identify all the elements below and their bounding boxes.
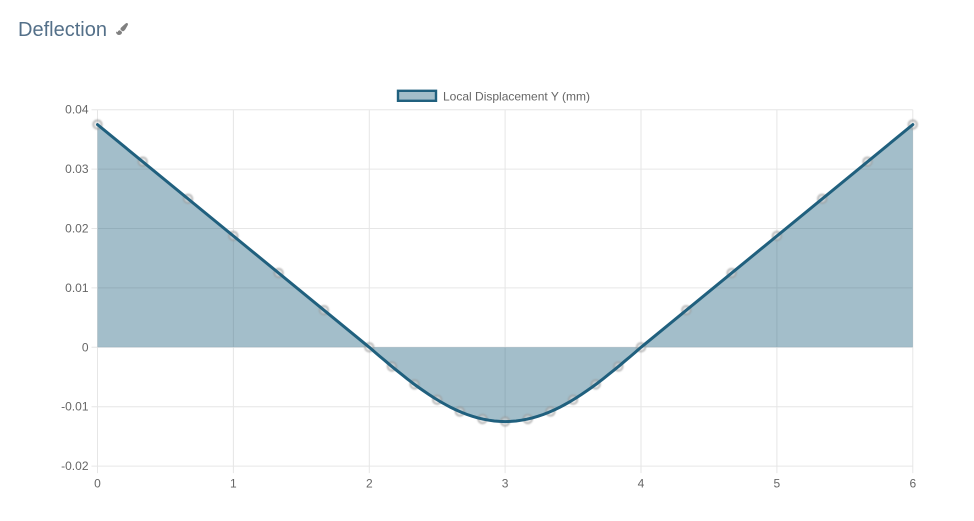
svg-text:0: 0	[82, 340, 89, 354]
svg-text:0.02: 0.02	[65, 222, 89, 236]
svg-text:0: 0	[94, 476, 101, 490]
svg-text:Local Displacement Y (mm): Local Displacement Y (mm)	[443, 89, 590, 103]
svg-text:-0.01: -0.01	[61, 400, 89, 414]
svg-text:-0.02: -0.02	[61, 459, 89, 473]
svg-text:2: 2	[366, 476, 373, 490]
svg-text:0.04: 0.04	[65, 103, 89, 117]
svg-text:3: 3	[502, 476, 509, 490]
svg-text:5: 5	[774, 476, 781, 490]
svg-text:1: 1	[230, 476, 237, 490]
svg-text:0.03: 0.03	[65, 162, 89, 176]
svg-text:4: 4	[638, 476, 645, 490]
svg-text:0.01: 0.01	[65, 281, 89, 295]
svg-text:6: 6	[909, 476, 916, 490]
